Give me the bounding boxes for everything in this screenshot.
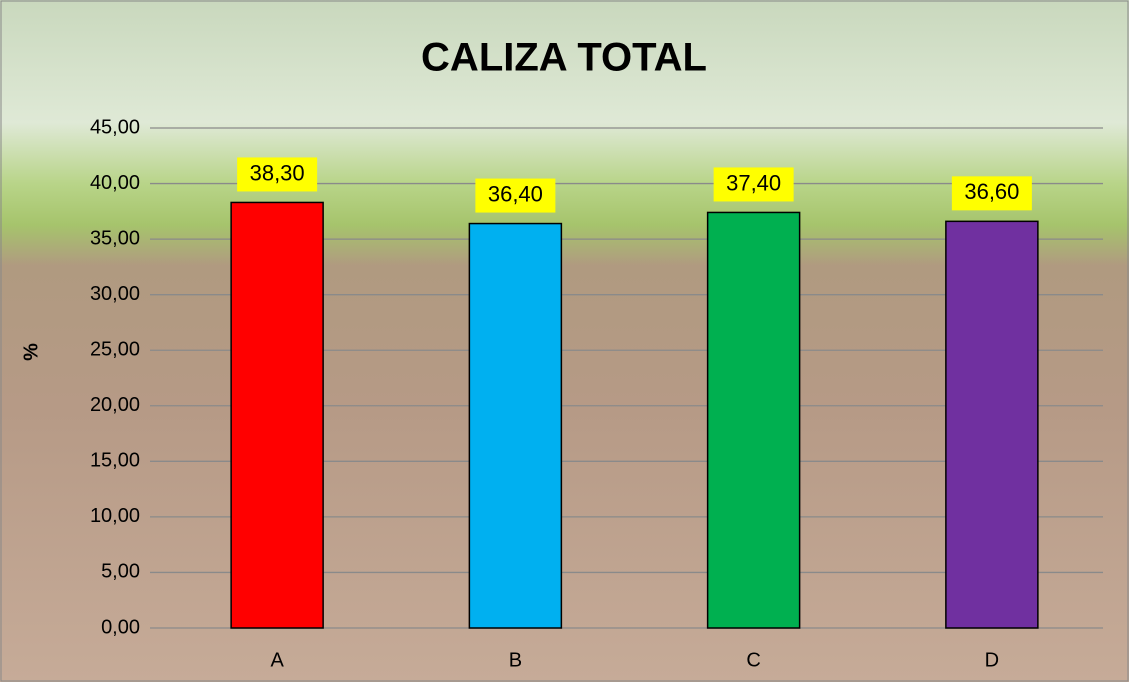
- value-label: 36,60: [964, 179, 1019, 204]
- y-tick-label: 25,00: [90, 339, 140, 361]
- chart: CALIZA TOTAL % 0,00 5,00 10,00 15,00 20,00 25…: [0, 0, 1129, 682]
- value-label: 37,40: [726, 170, 781, 195]
- x-tick-label: A: [270, 649, 284, 671]
- value-label: 38,30: [250, 160, 305, 185]
- bar: [708, 212, 800, 628]
- y-tick-label: 40,00: [90, 172, 140, 194]
- value-label: 36,40: [488, 181, 543, 206]
- page: CALIZA TOTAL % 0,00 5,00 10,00 15,00 20,00 25…: [0, 0, 1129, 682]
- bar: [469, 224, 561, 628]
- y-tick-label: 5,00: [101, 561, 140, 583]
- y-tick-label: 20,00: [90, 394, 140, 416]
- bar: [946, 221, 1038, 628]
- y-tick-label: 10,00: [90, 505, 140, 527]
- y-tick-label: 35,00: [90, 227, 140, 249]
- x-tick-label: D: [985, 649, 999, 671]
- y-tick-label: 0,00: [101, 616, 140, 638]
- x-tick-label: B: [509, 649, 522, 671]
- y-tick-label: 45,00: [90, 116, 140, 138]
- y-tick-label: 15,00: [90, 450, 140, 472]
- y-tick-label: 30,00: [90, 283, 140, 305]
- bar: [231, 202, 323, 628]
- chart-title: CALIZA TOTAL: [421, 36, 707, 80]
- x-tick-label: C: [746, 649, 760, 671]
- y-axis-label: %: [20, 343, 42, 361]
